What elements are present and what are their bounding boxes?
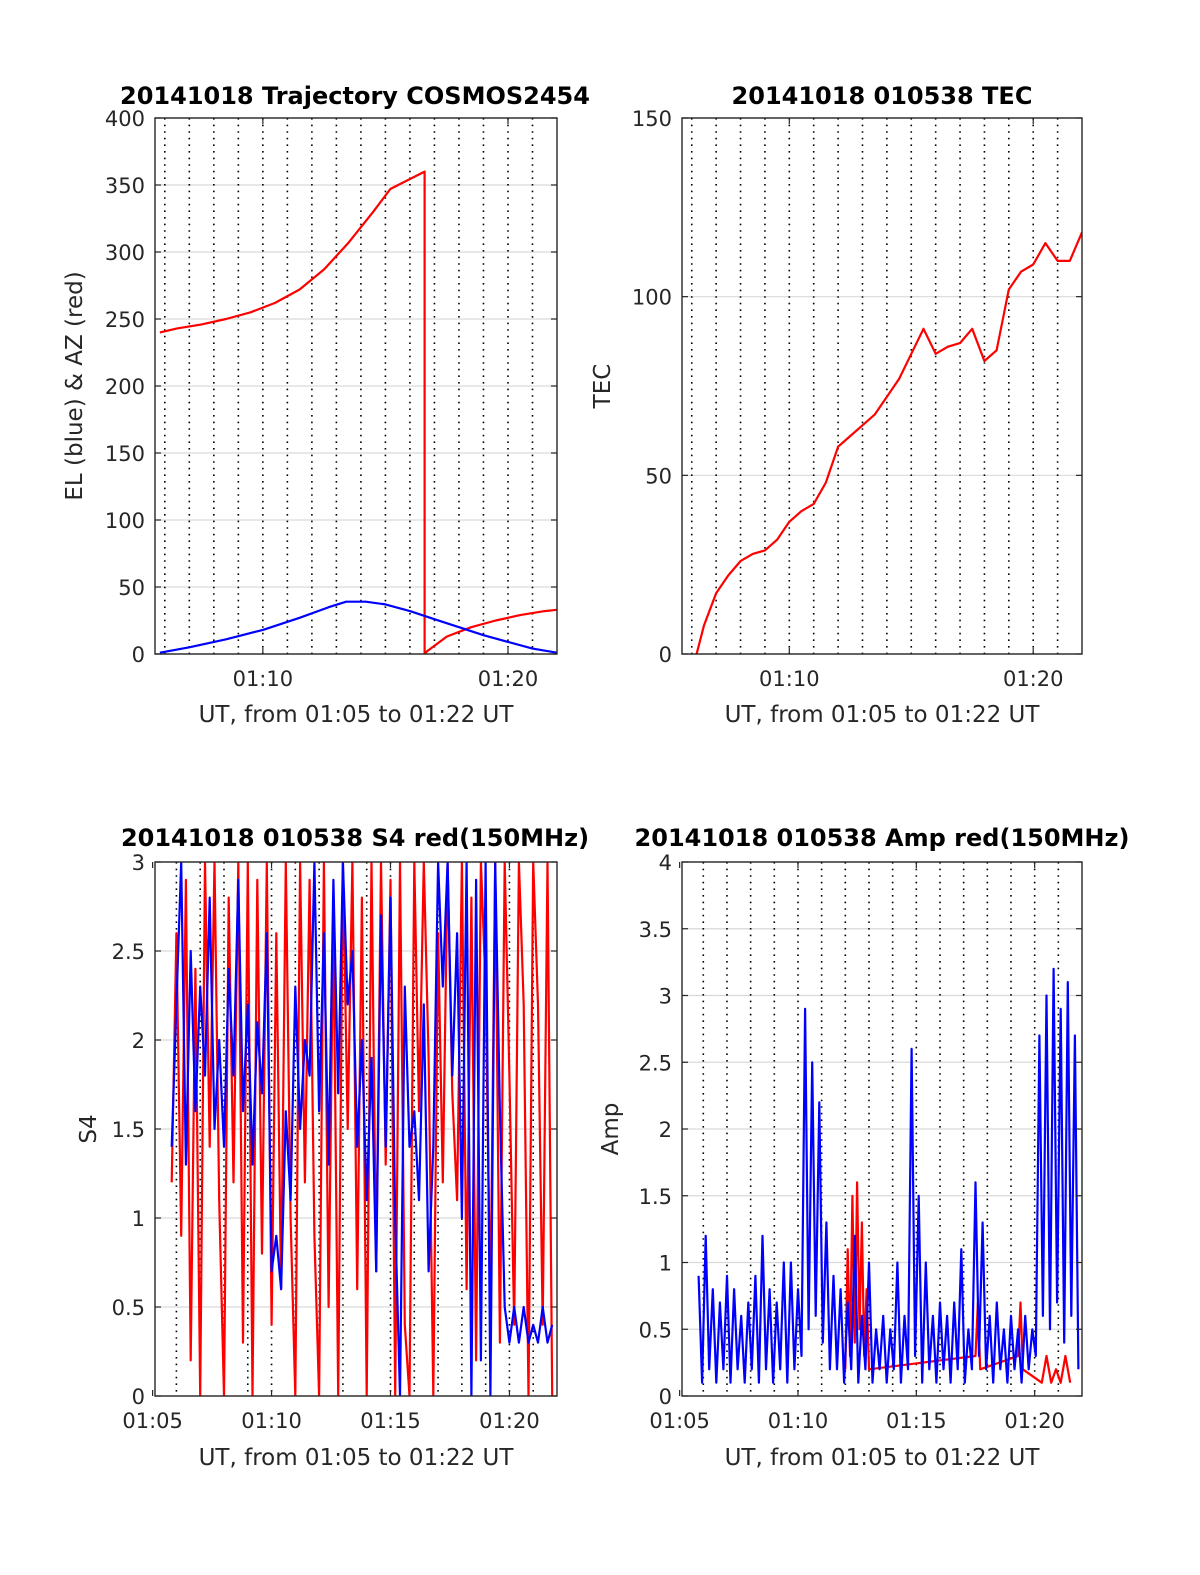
y-tick-label: 100 xyxy=(632,286,672,310)
series-line-blue xyxy=(159,600,557,654)
y-tick-label: 2 xyxy=(132,1029,145,1053)
x-tick-label: 01:20 xyxy=(479,1409,540,1433)
x-tick-label: 01:10 xyxy=(241,1409,302,1433)
x-tick-label: 01:05 xyxy=(649,1409,710,1433)
series-line-red xyxy=(844,1181,1072,1384)
plot-area xyxy=(682,118,1082,654)
y-tick-label: 4 xyxy=(659,851,672,875)
y-tick-label: 0 xyxy=(659,1385,672,1409)
series-line-blue xyxy=(170,862,554,1396)
y-tick-label: 350 xyxy=(105,174,145,198)
y-tick-label: 0 xyxy=(132,643,145,667)
y-tick-label: 100 xyxy=(105,509,145,533)
panel-trajectory: 0 50 100 150 200 250 300 350 400 01:10 01:20 201410… xyxy=(62,82,590,728)
x-tick-label: 01:10 xyxy=(759,667,820,691)
y-tick-label: 0 xyxy=(659,643,672,667)
y-tick-label: 50 xyxy=(645,464,672,488)
x-tick-label: 01:20 xyxy=(1004,1409,1065,1433)
panel-amp: 0 0.5 1 1.5 2 2.5 3 3.5 4 01:05 01:10 01:15 01:20 201… xyxy=(598,824,1129,1471)
chart-title: 20141018 010538 Amp red(150MHz) xyxy=(635,824,1130,852)
axes-box xyxy=(681,117,1083,655)
y-tick-label: 3 xyxy=(659,985,672,1009)
panel-tec: 0 50 100 150 01:10 01:20 20141018 010538 TEC UT… xyxy=(590,82,1083,728)
y-tick-label: 1.5 xyxy=(112,1118,145,1142)
y-tick-label: 1 xyxy=(659,1252,672,1276)
y-axis-label: EL (blue) & AZ (red) xyxy=(62,271,88,500)
y-tick-label: 0 xyxy=(132,1385,145,1409)
y-tick-label: 1 xyxy=(132,1207,145,1231)
chart-title: 20141018 010538 S4 red(150MHz) xyxy=(121,824,589,852)
y-tick-label: 3 xyxy=(132,851,145,875)
x-tick-label: 01:20 xyxy=(478,667,539,691)
y-tick-label: 300 xyxy=(105,241,145,265)
chart-title: 20141018 Trajectory COSMOS2454 xyxy=(120,82,590,110)
y-tick-label: 200 xyxy=(105,375,145,399)
x-tick-label: 01:20 xyxy=(1003,667,1064,691)
x-tick-label: 01:05 xyxy=(122,1409,183,1433)
panel-s4: 0 0.5 1 1.5 2 2.5 3 01:05 01:10 01:15 01:20 2014101… xyxy=(76,824,589,1471)
series-line-red xyxy=(695,231,1082,654)
y-axis-label: Amp xyxy=(598,1103,624,1156)
y-tick-label: 0.5 xyxy=(112,1296,145,1320)
x-axis-label: UT, from 01:05 to 01:22 UT xyxy=(199,1445,515,1471)
x-tick-label: 01:15 xyxy=(360,1409,421,1433)
y-tick-label: 3.5 xyxy=(639,918,672,942)
y-axis-label: TEC xyxy=(590,364,616,410)
series-line-red xyxy=(159,170,557,654)
x-axis-label: UT, from 01:05 to 01:22 UT xyxy=(725,702,1041,728)
y-tick-label: 2 xyxy=(659,1118,672,1142)
chart-title: 20141018 010538 TEC xyxy=(732,82,1033,110)
x-axis-label: UT, from 01:05 to 01:22 UT xyxy=(725,1445,1041,1471)
x-axis-label: UT, from 01:05 to 01:22 UT xyxy=(199,702,515,728)
x-tick-label: 01:10 xyxy=(233,667,294,691)
y-tick-label: 250 xyxy=(105,308,145,332)
y-tick-label: 150 xyxy=(105,442,145,466)
y-tick-label: 1.5 xyxy=(639,1185,672,1209)
x-tick-label: 01:10 xyxy=(768,1409,829,1433)
y-tick-label: 0.5 xyxy=(639,1318,672,1342)
y-tick-label: 50 xyxy=(118,576,145,600)
y-tick-label: 150 xyxy=(632,107,672,131)
y-tick-label: 2.5 xyxy=(112,940,145,964)
y-tick-label: 2.5 xyxy=(639,1051,672,1075)
y-tick-label: 400 xyxy=(105,107,145,131)
y-axis-label: S4 xyxy=(76,1114,102,1143)
series-line-blue xyxy=(697,967,1080,1384)
x-tick-label: 01:15 xyxy=(886,1409,947,1433)
